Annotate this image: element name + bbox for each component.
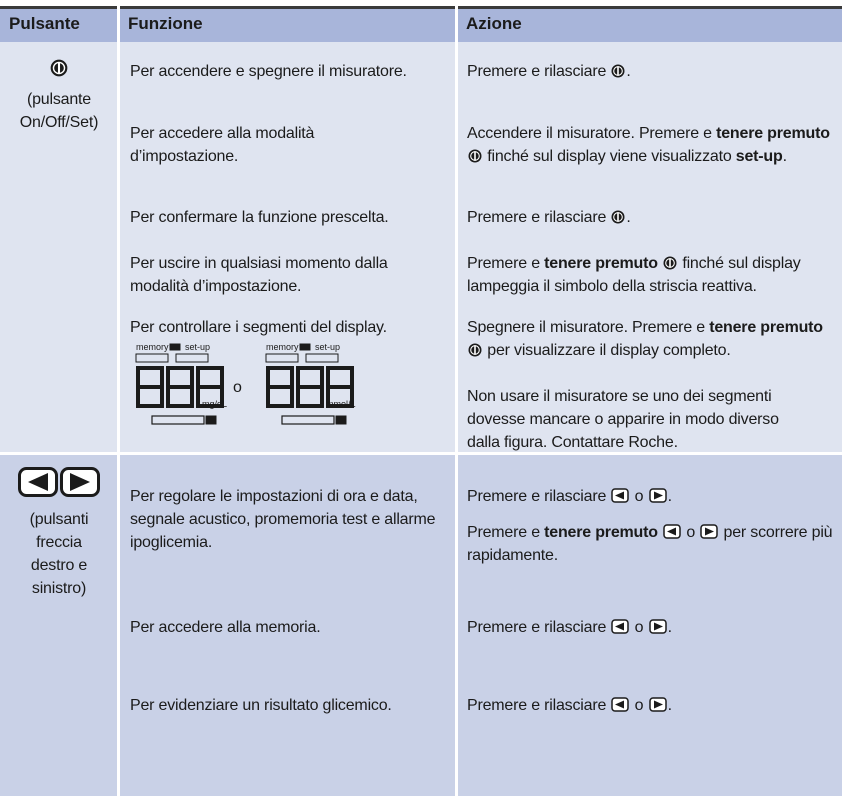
left-arrow-icon [611,619,630,634]
text: Accendere il misuratore. Premere e [467,125,717,142]
power-icon [50,59,68,82]
power-icon [611,210,625,224]
group-arrows [0,455,842,796]
action-text: Premere e rilasciare . [467,206,839,229]
action-text: Premere e rilasciare . [467,60,839,83]
bold-text: set-up [735,148,783,165]
function-text: Per accendere e spegnere il misuratore. [130,63,407,80]
header-cell: Pulsante [9,14,80,33]
text: per visualizzare il display completo. [483,342,731,359]
display-or: o [233,379,242,396]
power-icon [663,256,677,270]
right-arrow-icon [648,488,667,503]
bold-text: tenere premuto [709,319,823,336]
arrow-buttons-icon [18,467,100,497]
action-text: Premere e tenere premuto finché sul disp… [467,252,839,298]
action-text: Premere e tenere premuto o per scorrere … [467,521,839,567]
text: Spegnere il misuratore. Premere e [467,319,710,336]
left-arrow-icon [611,697,630,712]
display-text: memory [136,342,169,352]
button-label: (pulsante On/Off/Set) [19,91,99,131]
bold-text: tenere premuto [716,125,830,142]
display-right: memory set-up mmol/L [265,342,356,425]
function-text: Per uscire in qualsiasi momento dalla mo… [130,255,388,295]
text: finché sul display viene visualizzato [483,148,736,165]
left-arrow-icon [611,488,630,503]
action-text: Accendere il misuratore. Premere e tener… [467,122,839,168]
text: Premere e rilasciare [467,488,611,505]
header-cell: Funzione [128,14,203,33]
display-text: set-up [185,342,210,352]
text: Premere e rilasciare [467,697,611,714]
display-text: mmol/L [326,399,356,409]
divider [117,6,120,796]
action-text: Spegnere il misuratore. Premere e tenere… [467,316,839,362]
display-text: mg/dL [202,399,227,409]
display-left: memory set-up mg/dL [135,342,227,425]
text: o [682,524,700,541]
text: . [667,697,672,714]
action-text: Premere e rilasciare o . [467,485,839,508]
action-text: Premere e rilasciare o . [467,694,839,717]
display-text: memory [266,342,299,352]
text: . [667,488,672,505]
text: finché sul display lampeggia il simbolo … [467,255,801,295]
display-figures: memory set-up mg/dL o memory set-up mmol… [135,342,356,425]
text: o [630,488,648,505]
text: . [667,619,672,636]
header-row [0,6,842,42]
text: o [630,619,648,636]
text: Premere e rilasciare [467,209,611,226]
right-arrow-icon [648,619,667,634]
action-text: Non usare il misuratore se uno dei segme… [467,388,779,451]
function-text: Per controllare i segmenti del display. [130,319,387,336]
left-arrow-icon [663,524,681,539]
power-icon [468,149,482,163]
text: . [626,63,631,80]
function-text: Per accedere alla memoria. [130,619,321,636]
text: Premere e rilasciare [467,619,611,636]
text: o [630,697,648,714]
function-text: Per accedere alla modalità d’impostazion… [130,125,315,165]
right-arrow-icon [700,524,719,539]
display-text: set-up [315,342,340,352]
divider [0,452,842,455]
function-text: Per regolare le impostazioni di ora e da… [130,488,436,551]
text: per scorrere più rapidamente. [467,524,833,564]
text: . [782,148,787,165]
text: Premere e [467,255,545,272]
power-icon [468,343,482,357]
action-text: Premere e rilasciare o . [467,616,839,639]
power-icon-svg [50,59,68,77]
button-label: (pulsanti freccia destro e sinistro) [29,511,89,597]
function-text: Per confermare la funzione prescelta. [130,209,389,226]
function-text: Per evidenziare un risultato glicemico. [130,697,392,714]
text: . [626,209,631,226]
text: Premere e rilasciare [467,63,611,80]
bold-text: tenere premuto [544,524,658,541]
group-power [0,42,842,452]
text: Premere e [467,524,545,541]
divider [455,6,458,796]
right-arrow-icon [648,697,667,712]
power-icon [611,64,625,78]
bold-text: tenere premuto [544,255,658,272]
header-cell: Azione [466,14,522,33]
